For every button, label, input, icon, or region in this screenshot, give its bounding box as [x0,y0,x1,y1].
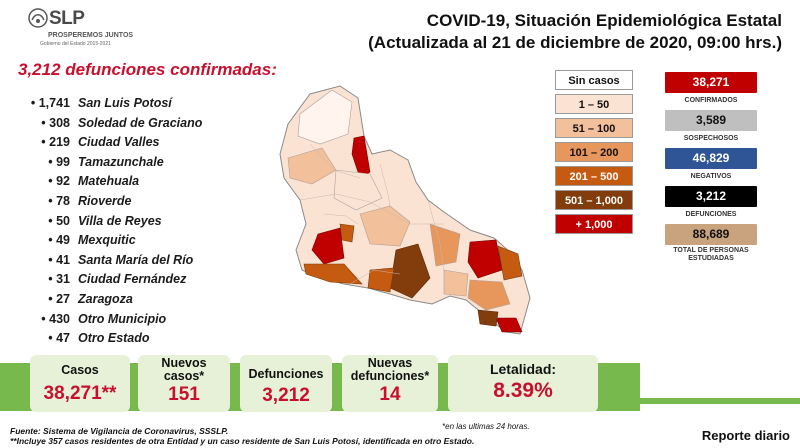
legend-item-sin-casos: Sin casos [555,70,633,90]
logo-name: SLP [49,8,85,29]
legend-item-501-1000: 501 – 1,000 [555,190,633,210]
cases-note: **Incluye 357 casos residentes de otra E… [10,436,475,446]
legend-item-1-50: 1 – 50 [555,94,633,114]
map-region-tamazunchale [495,317,523,333]
map-region-east [443,269,469,297]
suspected-label: SOSPECHOSOS [683,135,739,142]
logo-slogan: PROSPEREMOS JUNTOS [48,32,134,39]
stats-summary: 38,271 CONFIRMADOS 3,589 SOSPECHOSOS 46,… [665,72,757,264]
map-region-center-north [333,169,383,211]
kpi-nuevos-casos-value: 151 [168,384,200,405]
map-region-huasteca-south [477,309,499,327]
map-region-ciudad-valles [467,239,503,279]
source-text: Fuente: Sistema de Vigilancia de Coronav… [10,426,229,436]
deaths-label: DEFUNCIONES [685,211,737,218]
kpi-casos-label: Casos [61,363,99,377]
footnote-24h: *en las ultimas 24 horas. [442,422,530,431]
kpi-casos: Casos 38,271** [30,355,130,412]
kpi-nuevas-defunciones-value: 14 [379,384,401,405]
kpi-casos-value: 38,271** [43,383,117,404]
source-notes: Fuente: Sistema de Vigilancia de Coronav… [10,426,474,446]
kpi-letalidad-label: Letalidad: [489,361,557,377]
legend-item-51-100: 51 – 100 [555,118,633,138]
map-region-huasteca-east [497,245,523,281]
map-region-slp [311,227,345,265]
kpi-nuevos-casos: Nuevos casos* 151 [138,355,230,412]
map-region-huasteca-center [467,279,511,311]
kpi-defunciones-label: Defunciones [248,367,324,381]
kpi-nuevos-casos-label: Nuevos casos* [161,356,207,383]
kpi-letalidad: Letalidad: 8.39% [448,355,598,412]
kpi-defunciones-value: 3,212 [262,385,310,406]
map-region-santa-maria [367,267,395,293]
legend-item-201-500: 201 – 500 [555,166,633,186]
suspected-count: 3,589 [665,110,757,131]
title-line-1: COVID-19, Situación Epidemiológica Estat… [426,11,782,30]
negative-count: 46,829 [665,148,757,169]
map-region-center [359,205,411,247]
confirmed-label: CONFIRMADOS [684,97,738,104]
map-borders [299,143,445,285]
kpi-nuevas-defunciones: Nuevas defunciones* 14 [342,355,438,412]
state-choropleth-map [279,85,531,335]
total-studied-label: TOTAL DE PERSONAS ESTUDIADAS [673,247,749,262]
map-region-northwest [287,147,337,185]
deaths-headline: 3,212 defunciones confirmadas: [18,60,277,79]
map-region-north [297,89,353,145]
confirmed-count: 38,271 [665,72,757,93]
kpi-defunciones: Defunciones 3,212 [240,355,332,412]
footer-rule [640,398,800,404]
kpi-nuevas-defunciones-label: Nuevas defunciones* [350,356,430,383]
kpi-letalidad-value: 8.39% [493,379,553,402]
logo-government: Gobierno del Estado 2015-2021 [40,41,111,47]
report-type-label: Reporte diario [701,428,790,443]
total-studied-count: 88,689 [665,224,757,245]
slp-logo: SLP PROSPEREMOS JUNTOS Gobierno del Esta… [28,8,133,52]
page-title: COVID-19, Situación Epidemiológica Estat… [368,10,782,54]
legend-item-over-1000: + 1,000 [555,214,633,234]
legend-item-101-200: 101 – 200 [555,142,633,162]
map-legend: Sin casos 1 – 50 51 – 100 101 – 200 201 … [555,70,633,238]
title-line-2: (Actualizada al 21 de diciembre de 2020,… [368,33,782,52]
negative-label: NEGATIVOS [690,173,732,180]
slp-emblem-icon [28,8,48,28]
map-region-soledad [339,223,355,243]
deaths-count: 3,212 [665,186,757,207]
map-region-southwest [303,263,363,285]
